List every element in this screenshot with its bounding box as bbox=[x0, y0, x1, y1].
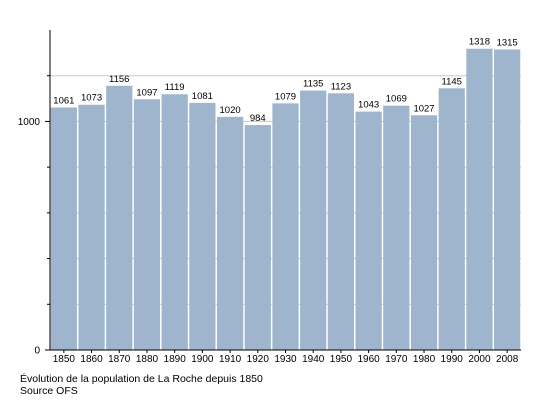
bar-value-label: 1318 bbox=[469, 37, 490, 48]
bar-value-label: 1073 bbox=[81, 93, 102, 104]
bar-1910 bbox=[216, 116, 244, 350]
bar-1850 bbox=[50, 107, 77, 350]
bar-1950 bbox=[327, 93, 355, 351]
bar-2008 bbox=[494, 49, 521, 351]
bar-1960 bbox=[355, 111, 382, 350]
bar-1930 bbox=[272, 103, 299, 350]
bar-2000 bbox=[466, 48, 493, 350]
x-tick-label: 1970 bbox=[385, 354, 408, 365]
x-tick-label: 1890 bbox=[164, 354, 187, 365]
y-tick-label: 1000 bbox=[18, 117, 41, 128]
x-tick-label: 1940 bbox=[302, 354, 325, 365]
bar-value-label: 1081 bbox=[192, 91, 213, 102]
x-tick-label: 1870 bbox=[108, 354, 131, 365]
bar-value-label: 1145 bbox=[442, 76, 462, 87]
x-tick-label: 1980 bbox=[413, 354, 436, 365]
x-tick-label: 1960 bbox=[357, 354, 380, 365]
bar-value-labels: 1061 1073 1156 1097 1119 1081 1020 984 1079 1135 1… bbox=[53, 37, 517, 124]
bar-value-label: 1156 bbox=[109, 74, 129, 85]
x-tick-label: 2008 bbox=[496, 354, 519, 365]
bar-1860 bbox=[78, 104, 105, 350]
x-tick-label: 1930 bbox=[274, 354, 297, 365]
chart-caption: Évolution de la population de La Roche d… bbox=[20, 373, 263, 385]
bar-value-label: 1315 bbox=[497, 37, 518, 48]
bar-1880 bbox=[133, 99, 161, 350]
bar-1920 bbox=[244, 125, 271, 350]
bar-value-label: 1135 bbox=[303, 79, 323, 90]
y-tick-label: 0 bbox=[34, 346, 40, 357]
bar-value-label: 1123 bbox=[331, 81, 351, 92]
axes: 0 1000 1850 1860 1870 1880 1890 1900 1910 1920 193… bbox=[18, 30, 521, 365]
bars bbox=[50, 48, 521, 351]
x-tick-label: 1850 bbox=[53, 354, 76, 365]
bar-value-label: 1119 bbox=[165, 82, 185, 93]
x-tick-label: 1910 bbox=[219, 354, 242, 365]
bar-value-label: 1020 bbox=[220, 105, 241, 116]
x-tick-label: 1920 bbox=[247, 354, 270, 365]
bar-1890 bbox=[161, 94, 188, 350]
chart-source: Source OFS bbox=[20, 385, 78, 397]
x-tick-label: 1880 bbox=[136, 354, 159, 365]
bar-value-label: 1069 bbox=[386, 94, 407, 105]
x-tick-label: 1860 bbox=[80, 354, 103, 365]
bar-1980 bbox=[410, 115, 438, 350]
x-tick-label: 2000 bbox=[468, 354, 491, 365]
bar-value-label: 1027 bbox=[413, 103, 434, 114]
bar-1940 bbox=[300, 90, 327, 351]
bar-value-label: 1043 bbox=[358, 100, 379, 111]
x-tick-label: 1950 bbox=[330, 354, 353, 365]
bar-1900 bbox=[189, 102, 216, 351]
x-tick-label: 1900 bbox=[191, 354, 214, 365]
bar-1970 bbox=[383, 105, 410, 351]
x-tick-label: 1990 bbox=[441, 354, 464, 365]
bar-value-label: 1079 bbox=[275, 91, 296, 102]
bar-value-label: 984 bbox=[250, 113, 266, 124]
bar-1990 bbox=[438, 88, 465, 351]
bar-1870 bbox=[106, 85, 133, 351]
bar-value-label: 1097 bbox=[136, 87, 157, 98]
bar-value-label: 1061 bbox=[53, 95, 74, 106]
